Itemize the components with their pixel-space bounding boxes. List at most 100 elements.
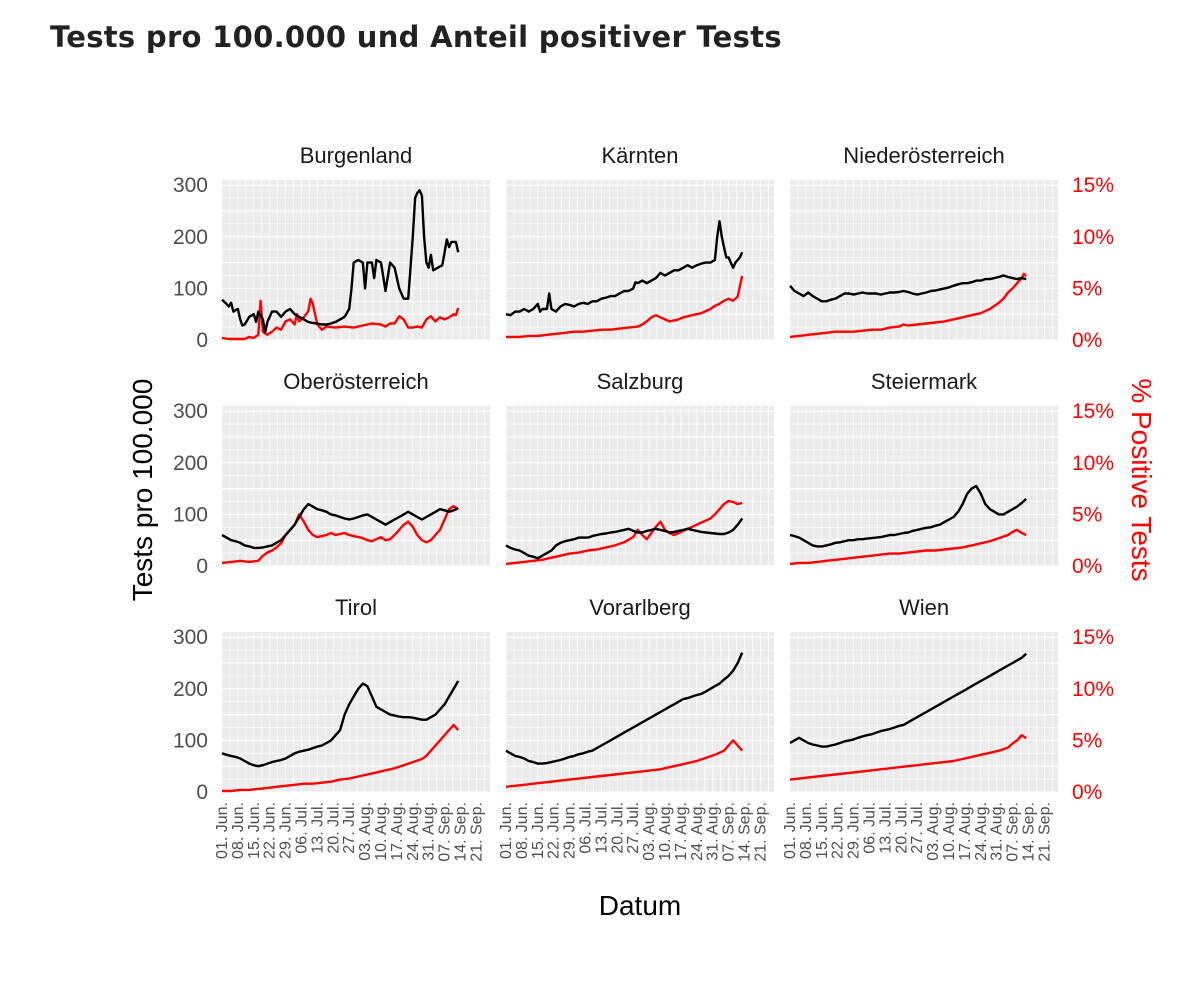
x-tick-label: 27. Jul. [341,802,358,854]
facet-strip-label: Steiermark [871,369,978,394]
positive-rate-series [221,504,459,565]
x-tick-label: 15. Jun. [530,802,547,859]
panel-background [222,406,490,566]
x-tick-label: 01. Jun. [214,802,231,859]
panel-background [506,406,774,566]
tests-series [221,680,460,768]
y-right-tick-label: 10% [1072,226,1114,249]
facet-strip-label: Wien [899,595,949,620]
y-tick-label: 300 [173,400,208,423]
facet-strip-label: Salzburg [597,369,684,394]
facet-panel: Wien 0% 5% 10% 15% 01. Jun.08. Jun.15. Jun.22… [782,595,1114,862]
x-tick-label: 17. Aug. [673,802,690,861]
facet-strip-label: Oberösterreich [283,369,429,394]
x-axis-title: Datum [599,890,681,921]
x-tick-label: 10. Aug. [657,802,674,861]
y-tick-label: 200 [173,678,208,701]
x-tick-label: 22. Jun. [546,802,563,859]
y-tick-label: 200 [173,226,208,249]
y-right-tick-label: 5% [1072,729,1102,752]
x-tick-label: 21. Sep. [752,802,769,862]
tests-series [505,652,744,765]
x-tick-label: 08. Jun. [798,802,815,859]
y-tick-label: 100 [173,729,208,752]
x-tick-label: 07. Sep. [721,802,738,862]
y-tick-label: 200 [173,452,208,475]
positive-rate-series [221,297,460,341]
y-right-tick-label: 0% [1072,781,1102,804]
facet-panels: Burgenland 0 100 200 300 Kärnten Niederösterre… [173,143,1114,862]
panel-background [790,406,1058,566]
x-tick-label: 17. Aug. [389,802,406,861]
y-right-tick-label: 15% [1072,174,1114,197]
x-tick-label: 20. Jul. [609,802,626,854]
x-tick-label: 29. Jun. [278,802,295,859]
facet-panel: Salzburg [505,369,774,567]
y-right-tick-label: 10% [1072,678,1114,701]
y-right-tick-label: 0% [1072,555,1102,578]
facet-panel: Burgenland 0 100 200 300 [173,143,490,352]
facet-strip-label: Vorarlberg [589,595,691,620]
tests-series [789,652,1028,748]
facet-panel: Niederösterreich 0% 5% 10% 15% [789,143,1114,352]
x-tick-label: 01. Jun. [498,802,515,859]
y-tick-label: 100 [173,503,208,526]
x-tick-label: 14. Sep. [737,802,754,862]
y-right-tick-label: 5% [1072,277,1102,300]
facet-strip-label: Tirol [335,595,377,620]
x-tick-label: 29. Jun. [846,802,863,859]
y-tick-label: 0 [196,329,208,352]
facet-panel: Kärnten [505,143,774,341]
x-tick-label: 13. Jul. [593,802,610,854]
x-tick-label: 24. Aug. [973,802,990,861]
page-title: Tests pro 100.000 und Anteil positiver T… [50,20,782,54]
positive-rate-series [505,739,744,788]
facet-panel: Oberösterreich 0 100 200 300 [173,369,490,578]
x-tick-label: 14. Sep. [453,802,470,862]
y-tick-label: 0 [196,555,208,578]
x-tick-label: 13. Jul. [877,802,894,854]
panel-background [790,180,1058,340]
panel-background [506,180,774,340]
x-tick-label: 07. Sep. [437,802,454,862]
y-tick-label: 300 [173,174,208,197]
positive-rate-series [505,499,743,566]
x-tick-label: 10. Aug. [941,802,958,861]
x-tick-label: 03. Aug. [925,802,942,861]
x-tick-label: 20. Jul. [325,802,342,854]
x-tick-label: 24. Aug. [689,802,706,861]
facet-panel: Vorarlberg 01. Jun.08. Jun.15. Jun.22. Ju… [498,595,774,862]
y-axis-title-right: % Positive Tests [1126,378,1157,581]
tests-series [789,484,1028,548]
y-right-tick-label: 15% [1072,400,1114,423]
y-right-tick-label: 0% [1072,329,1102,352]
y-tick-label: 100 [173,277,208,300]
y-right-tick-label: 5% [1072,503,1102,526]
positive-rate-series [789,734,1027,781]
x-tick-label: 15. Jun. [814,802,831,859]
x-tick-label: 07. Sep. [1005,802,1022,862]
panel-background [506,632,774,792]
x-tick-label: 27. Jul. [625,802,642,854]
tests-series [505,220,744,317]
y-axis-title: Tests pro 100.000 [127,379,158,602]
facet-strip-label: Niederösterreich [843,143,1004,168]
x-tick-label: 21. Sep. [1036,802,1053,862]
x-tick-label: 01. Jun. [782,802,799,859]
facet-panel: Steiermark 0% 5% 10% 15% [789,369,1114,578]
x-tick-label: 08. Jun. [514,802,531,859]
x-tick-label: 08. Jun. [230,802,247,859]
tests-series [505,517,744,560]
positive-rate-series [789,272,1028,339]
x-tick-label: 03. Aug. [357,802,374,861]
tests-series [221,502,459,550]
x-tick-label: 22. Jun. [830,802,847,859]
x-tick-label: 20. Jul. [893,802,910,854]
facet-strip-label: Kärnten [601,143,678,168]
x-tick-label: 14. Sep. [1021,802,1038,862]
y-right-tick-label: 10% [1072,452,1114,475]
tests-series [789,274,1027,303]
panel-background [222,632,490,792]
